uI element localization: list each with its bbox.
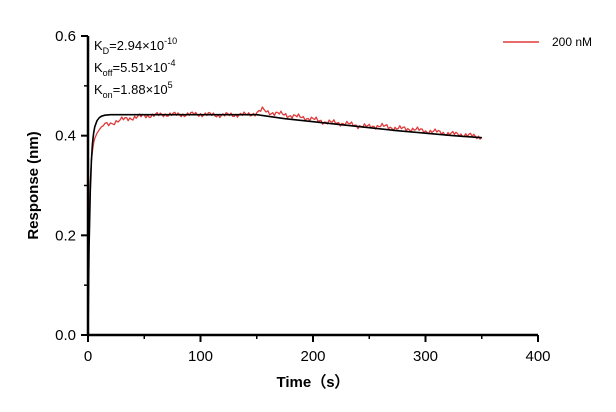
series-line-fit bbox=[87, 113, 482, 336]
y-tick-label: 0.2 bbox=[55, 227, 76, 244]
legend-label: 200 nM bbox=[552, 35, 592, 49]
annotation-d: KD=2.94×10-10 bbox=[94, 36, 177, 56]
series-line-measured bbox=[87, 106, 483, 336]
y-tick-label: 0.0 bbox=[55, 327, 76, 344]
y-tick-label: 0.4 bbox=[55, 128, 76, 145]
x-axis-label: Time（s） bbox=[276, 373, 349, 391]
legend: 200 nM bbox=[503, 35, 592, 49]
x-tick-label: 100 bbox=[188, 348, 213, 365]
y-tick-label: 0.6 bbox=[55, 28, 76, 45]
x-tick-label: 200 bbox=[300, 348, 325, 365]
annotation-on: Kon=1.88×105 bbox=[94, 80, 173, 100]
x-tick-label: 0 bbox=[84, 348, 92, 365]
x-tick-label: 400 bbox=[525, 348, 550, 365]
y-axis-label: Response (nm) bbox=[25, 131, 42, 239]
annotation-off: Koff=5.51×10-4 bbox=[94, 58, 175, 78]
x-tick-label: 300 bbox=[413, 348, 438, 365]
axes: 0 100 200 300 400 0.0 0.2 0.4 0.6 bbox=[55, 28, 550, 365]
plot-area bbox=[87, 106, 483, 336]
